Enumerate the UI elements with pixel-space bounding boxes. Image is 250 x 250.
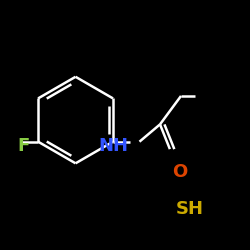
- Text: F: F: [18, 137, 30, 155]
- Text: SH: SH: [175, 200, 203, 218]
- Text: O: O: [172, 163, 187, 181]
- Text: NH: NH: [99, 137, 129, 155]
